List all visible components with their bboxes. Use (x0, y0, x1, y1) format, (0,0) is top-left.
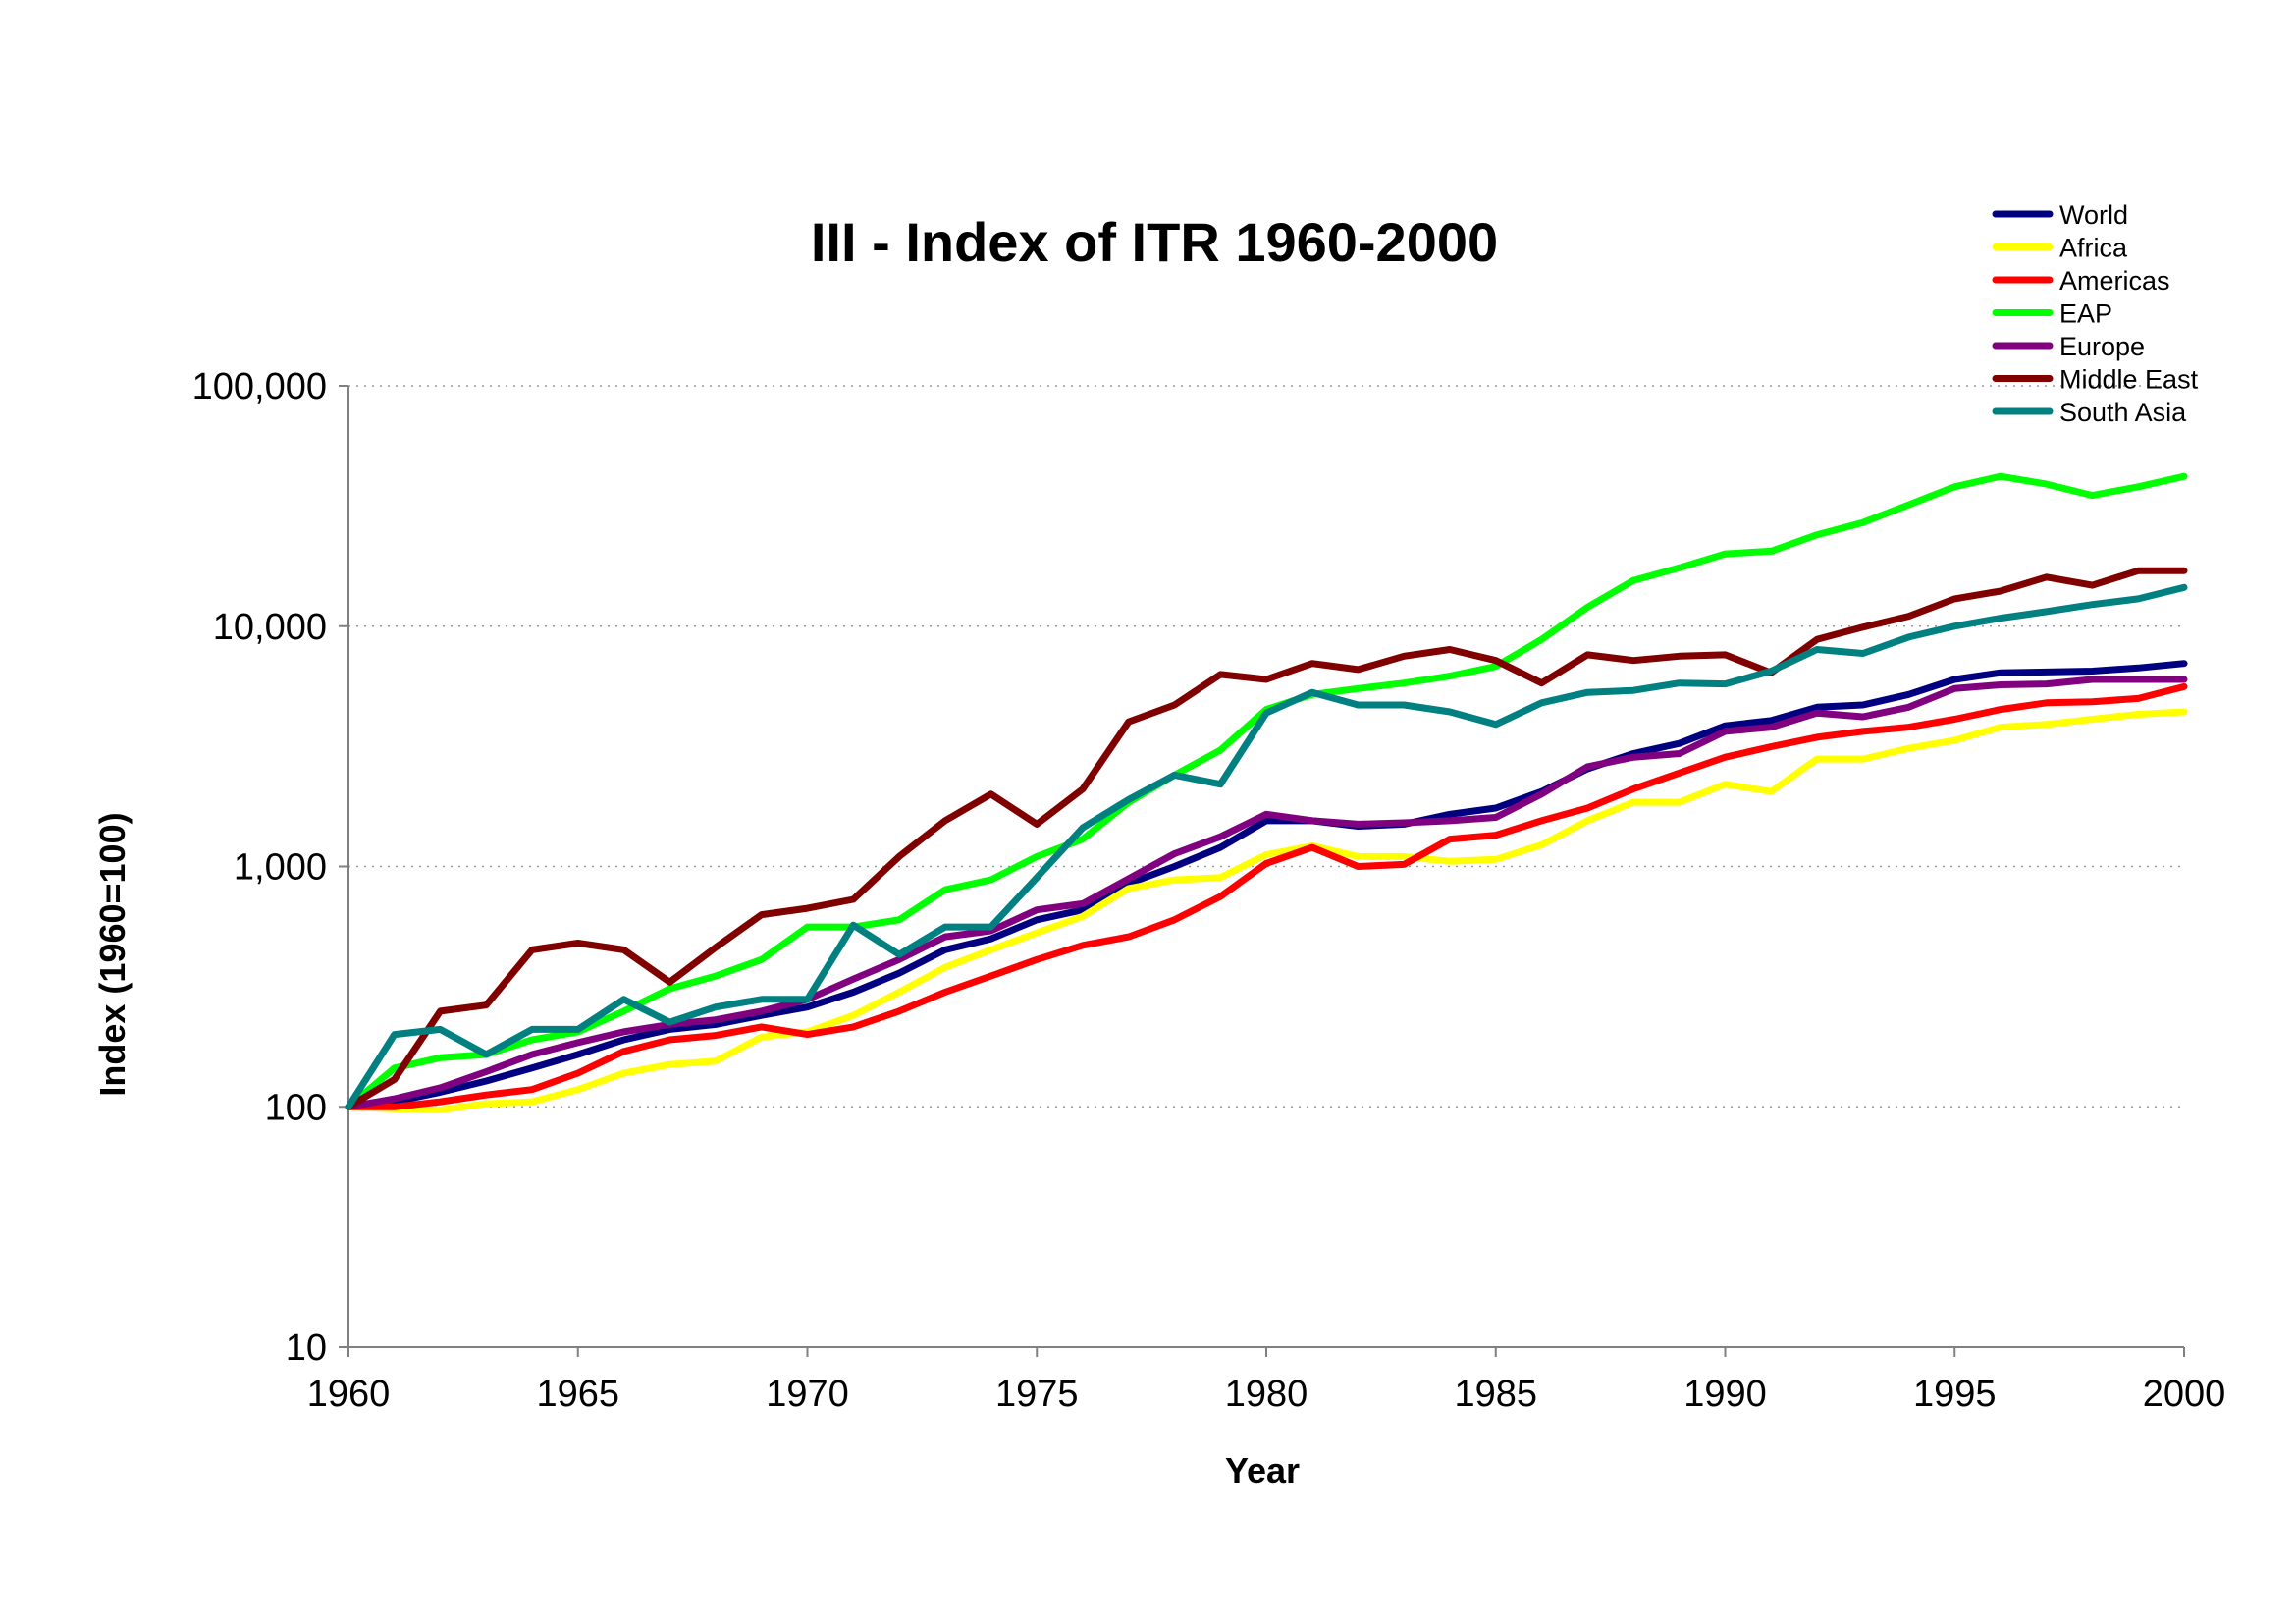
x-tick-label: 1990 (1683, 1374, 1767, 1415)
axes (339, 385, 2185, 1357)
y-tick-label: 1,000 (234, 847, 327, 889)
x-tick-label: 1975 (995, 1374, 1079, 1415)
y-tick-labels: 10 100 1,000 10,000 100,000 (192, 366, 327, 1369)
series-line-africa (345, 708, 2188, 1113)
chart-title: III - Index of ITR 1960-2000 (811, 211, 1498, 273)
series-line-eap (345, 472, 2188, 1110)
legend-label: Europe (2059, 332, 2145, 361)
y-tick-label: 100,000 (192, 366, 327, 407)
x-tick-label: 2000 (2143, 1374, 2226, 1415)
legend-label: EAP (2059, 299, 2112, 329)
x-tick-labels: 1960 1965 1970 1975 1980 1985 1990 1995 2000 (307, 1374, 2226, 1415)
y-axis-title: Index (1960=100) (92, 812, 133, 1096)
series-line-americas (345, 682, 2188, 1110)
series-line-world (345, 660, 2188, 1110)
series-line-middle-east (345, 567, 2188, 1110)
y-tick-label: 10,000 (213, 607, 327, 648)
legend-label: World (2059, 200, 2128, 230)
x-tick-label: 1980 (1225, 1374, 1308, 1415)
series-line-south-asia (345, 583, 2188, 1110)
legend-label: Americas (2059, 266, 2170, 296)
x-tick-label: 1995 (1913, 1374, 1997, 1415)
x-tick-label: 1960 (307, 1374, 391, 1415)
series-line-europe (345, 676, 2188, 1110)
x-tick-label: 1965 (536, 1374, 619, 1415)
x-tick-label: 1985 (1454, 1374, 1537, 1415)
x-tick-label: 1970 (766, 1374, 849, 1415)
y-tick-label: 100 (265, 1087, 327, 1128)
series-lines (345, 472, 2188, 1113)
legend-label: Middle East (2059, 365, 2199, 395)
legend-label: Africa (2059, 234, 2128, 263)
legend-label: South Asia (2059, 398, 2187, 427)
x-axis-title: Year (1225, 1450, 1300, 1490)
y-tick-label: 10 (286, 1327, 327, 1369)
